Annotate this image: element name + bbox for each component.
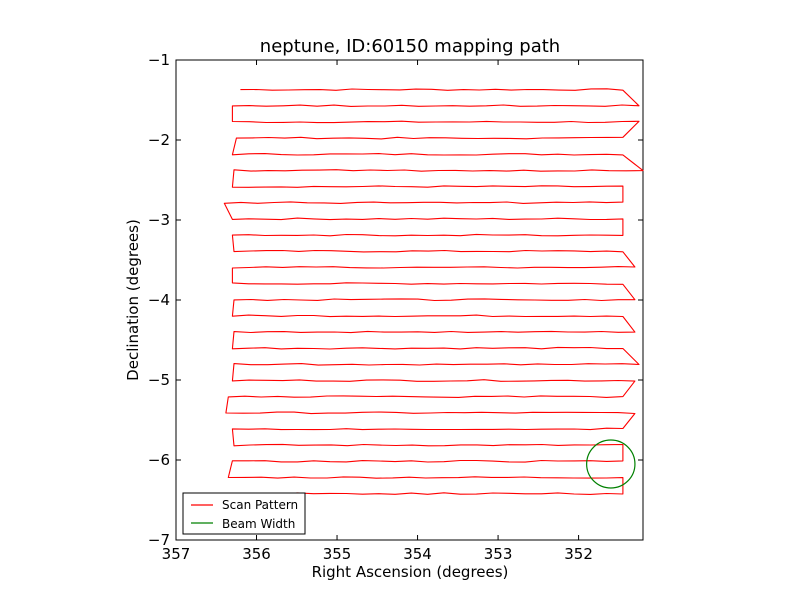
x-tick-label: 356 (242, 545, 271, 563)
scan-pattern-line (223, 88, 644, 495)
legend: Scan Pattern Beam Width (182, 492, 306, 535)
y-tick-label: −7 (148, 531, 170, 549)
x-tick-label: 357 (162, 545, 191, 563)
y-tick-label: −2 (148, 131, 170, 149)
legend-beam-label: Beam Width (222, 517, 295, 531)
x-axis-label: Right Ascension (degrees) (312, 563, 509, 581)
data-layer (223, 88, 644, 495)
chart-title: neptune, ID:60150 mapping path (260, 36, 560, 57)
x-tick-label: 353 (484, 545, 513, 563)
legend-box (182, 492, 306, 535)
y-tick-label: −4 (148, 291, 170, 309)
tick-layer: 357 356 355 354 353 352 −1 −2 −3 −4 −5 −6 −7 (148, 51, 643, 563)
y-tick-label: −3 (148, 211, 170, 229)
y-axis-label: Declination (degrees) (124, 219, 142, 381)
beam-width-circle (586, 439, 636, 489)
x-tick-label: 355 (323, 545, 352, 563)
x-tick-label: 354 (403, 545, 432, 563)
y-tick-label: −1 (148, 51, 170, 69)
legend-scan-label: Scan Pattern (222, 498, 298, 512)
plot-area: 357 356 355 354 353 352 −1 −2 −3 −4 −5 −6 −7 (148, 51, 644, 563)
x-tick-label: 352 (564, 545, 593, 563)
y-tick-label: −5 (148, 371, 170, 389)
y-tick-label: −6 (148, 451, 170, 469)
